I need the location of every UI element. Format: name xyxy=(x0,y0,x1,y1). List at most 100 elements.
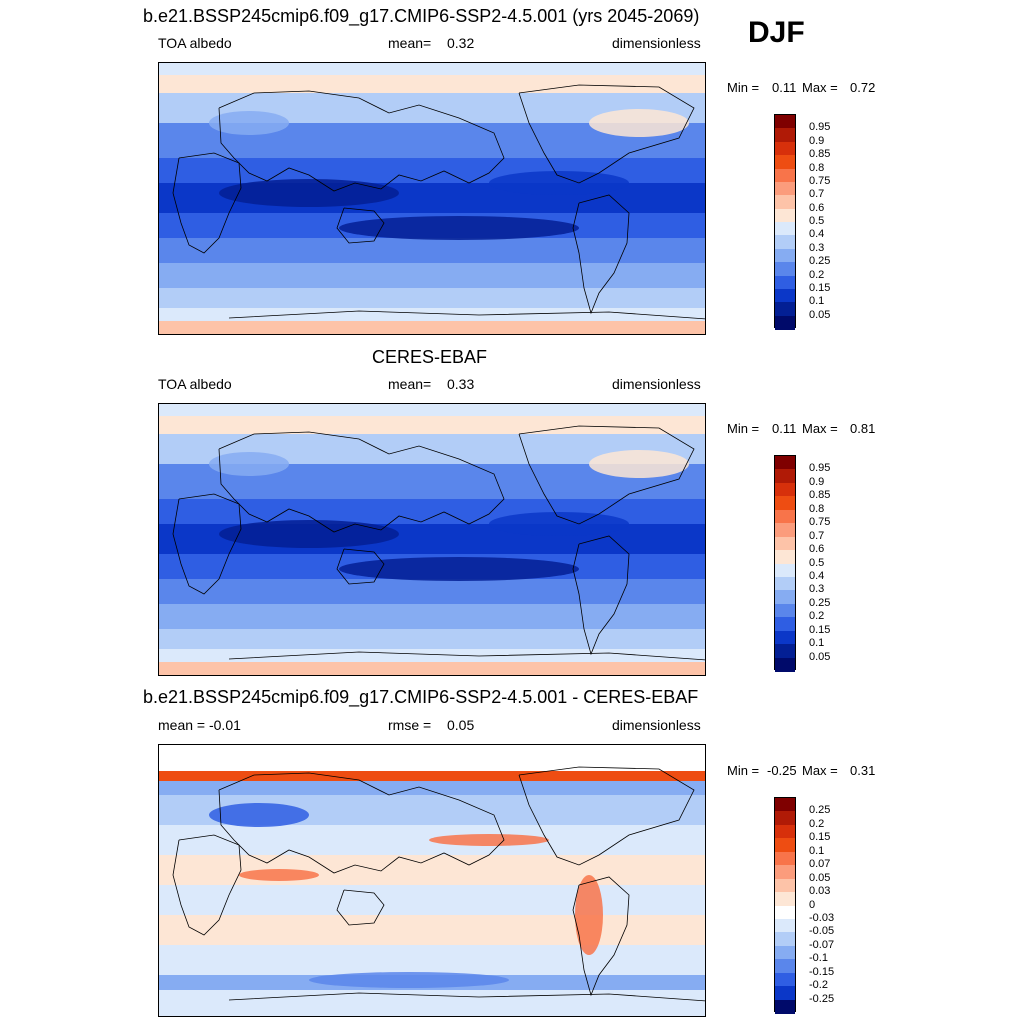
panel-2-mean-label: mean= xyxy=(388,376,432,392)
colorbar-box xyxy=(775,248,795,263)
colorbar-box xyxy=(775,115,795,129)
panel-1-min-value: 0.11 xyxy=(772,80,797,95)
field-blob xyxy=(309,972,509,988)
field-blob xyxy=(489,512,629,536)
colorbar-box xyxy=(775,905,795,920)
colorbar-tick-label: 0.15 xyxy=(809,623,831,636)
panel-3-title: b.e21.BSSP245cmip6.f09_g17.CMIP6-SSP2-4.… xyxy=(143,687,699,707)
panel-3-colorbar xyxy=(774,797,796,1014)
colorbar-tick-label: 0.2 xyxy=(809,817,825,830)
field-band xyxy=(159,745,705,771)
colorbar-box xyxy=(775,128,795,143)
colorbar-box xyxy=(775,168,795,183)
colorbar-tick-label: 0.1 xyxy=(809,295,825,308)
colorbar-box xyxy=(775,563,795,578)
colorbar-tick-label: 0.9 xyxy=(809,134,825,147)
colorbar-box xyxy=(775,918,795,933)
coastline xyxy=(218,772,505,874)
colorbar-box xyxy=(775,798,795,812)
colorbar-tick-label: 0.2 xyxy=(809,268,825,281)
coastline xyxy=(518,425,695,525)
field-band xyxy=(159,945,705,975)
field-band xyxy=(159,604,705,629)
panel-1-min-label: Min = xyxy=(727,80,760,95)
colorbar-tick-label: 0.1 xyxy=(809,637,825,650)
colorbar-box xyxy=(775,195,795,210)
colorbar-tick-label: 0.8 xyxy=(809,161,825,174)
panel-2-mean-value: 0.33 xyxy=(447,376,475,392)
field-blob xyxy=(219,179,399,207)
field-blob xyxy=(589,450,689,478)
colorbar-box xyxy=(775,302,795,317)
field-band xyxy=(159,321,705,334)
field-band xyxy=(159,63,705,75)
field-blob xyxy=(339,557,579,581)
panel-3-mean: mean = -0.01 xyxy=(158,717,241,733)
colorbar-box xyxy=(775,509,795,524)
panel-2-variable: TOA albedo xyxy=(158,376,232,392)
field-blob xyxy=(209,803,309,827)
colorbar-box xyxy=(775,155,795,169)
colorbar-tick-label: 0.15 xyxy=(809,831,831,844)
field-band xyxy=(159,629,705,649)
colorbar-tick-label: 0.95 xyxy=(809,121,831,134)
colorbar-box xyxy=(775,972,795,987)
colorbar-box xyxy=(775,603,795,618)
colorbar-box xyxy=(775,986,795,1001)
coastline xyxy=(228,651,705,661)
panel-1-units: dimensionless xyxy=(612,35,701,51)
colorbar-tick-label: 0.75 xyxy=(809,516,831,529)
colorbar-box xyxy=(775,222,795,236)
field-blob xyxy=(239,869,319,881)
panel-3-min-label: Min = xyxy=(727,763,760,778)
colorbar-tick-label: 0.5 xyxy=(809,215,825,227)
panel-2-map xyxy=(158,403,706,676)
field-band xyxy=(159,915,705,945)
colorbar-tick-label: 0.75 xyxy=(809,174,831,187)
panel-2-colorbar xyxy=(774,455,796,672)
colorbar-tick-label: 0.25 xyxy=(809,596,831,609)
colorbar-tick-label: 0.5 xyxy=(809,556,825,569)
field-band xyxy=(159,885,705,915)
panel-1-title: b.e21.BSSP245cmip6.f09_g17.CMIP6-SSP2-4.… xyxy=(143,6,700,26)
colorbar-tick-label: -0.2 xyxy=(809,979,828,992)
panel-1-max-label: Max = xyxy=(802,80,838,95)
colorbar-tick-label: 0.25 xyxy=(809,804,831,817)
colorbar-box xyxy=(775,550,795,564)
coastline xyxy=(336,207,385,244)
colorbar-tick-label: 0.2 xyxy=(809,610,825,623)
field-band xyxy=(159,771,705,781)
field-blob xyxy=(209,452,289,476)
colorbar-box xyxy=(775,181,795,196)
colorbar-box xyxy=(775,590,795,605)
colorbar-box xyxy=(775,235,795,250)
panel-3-rmse-label: rmse = xyxy=(388,717,432,733)
panel-2-max-value: 0.81 xyxy=(850,421,876,436)
coastline xyxy=(572,535,630,656)
field-blob xyxy=(589,109,689,137)
season-label: DJF xyxy=(748,16,805,49)
colorbar-box xyxy=(775,932,795,947)
coastline xyxy=(172,152,242,254)
colorbar-tick-label: 0.85 xyxy=(809,489,831,502)
colorbar-box xyxy=(775,315,795,330)
colorbar-box xyxy=(775,811,795,826)
colorbar-box xyxy=(775,576,795,591)
colorbar-tick-label: 0.1 xyxy=(809,844,825,857)
field-blob xyxy=(219,520,399,548)
colorbar-box xyxy=(775,262,795,276)
field-band xyxy=(159,649,705,662)
colorbar-box xyxy=(775,945,795,960)
panel-2-units: dimensionless xyxy=(612,376,701,392)
field-blob xyxy=(489,171,629,195)
colorbar-box xyxy=(775,288,795,303)
field-band xyxy=(159,781,705,795)
field-band xyxy=(159,579,705,604)
field-blob xyxy=(575,875,603,955)
panel-3-units: dimensionless xyxy=(612,717,701,733)
field-band xyxy=(159,238,705,263)
colorbar-box xyxy=(775,275,795,290)
field-band xyxy=(159,416,705,434)
panel-2-min-value: 0.11 xyxy=(772,421,797,436)
colorbar-tick-label: 0.25 xyxy=(809,255,831,268)
